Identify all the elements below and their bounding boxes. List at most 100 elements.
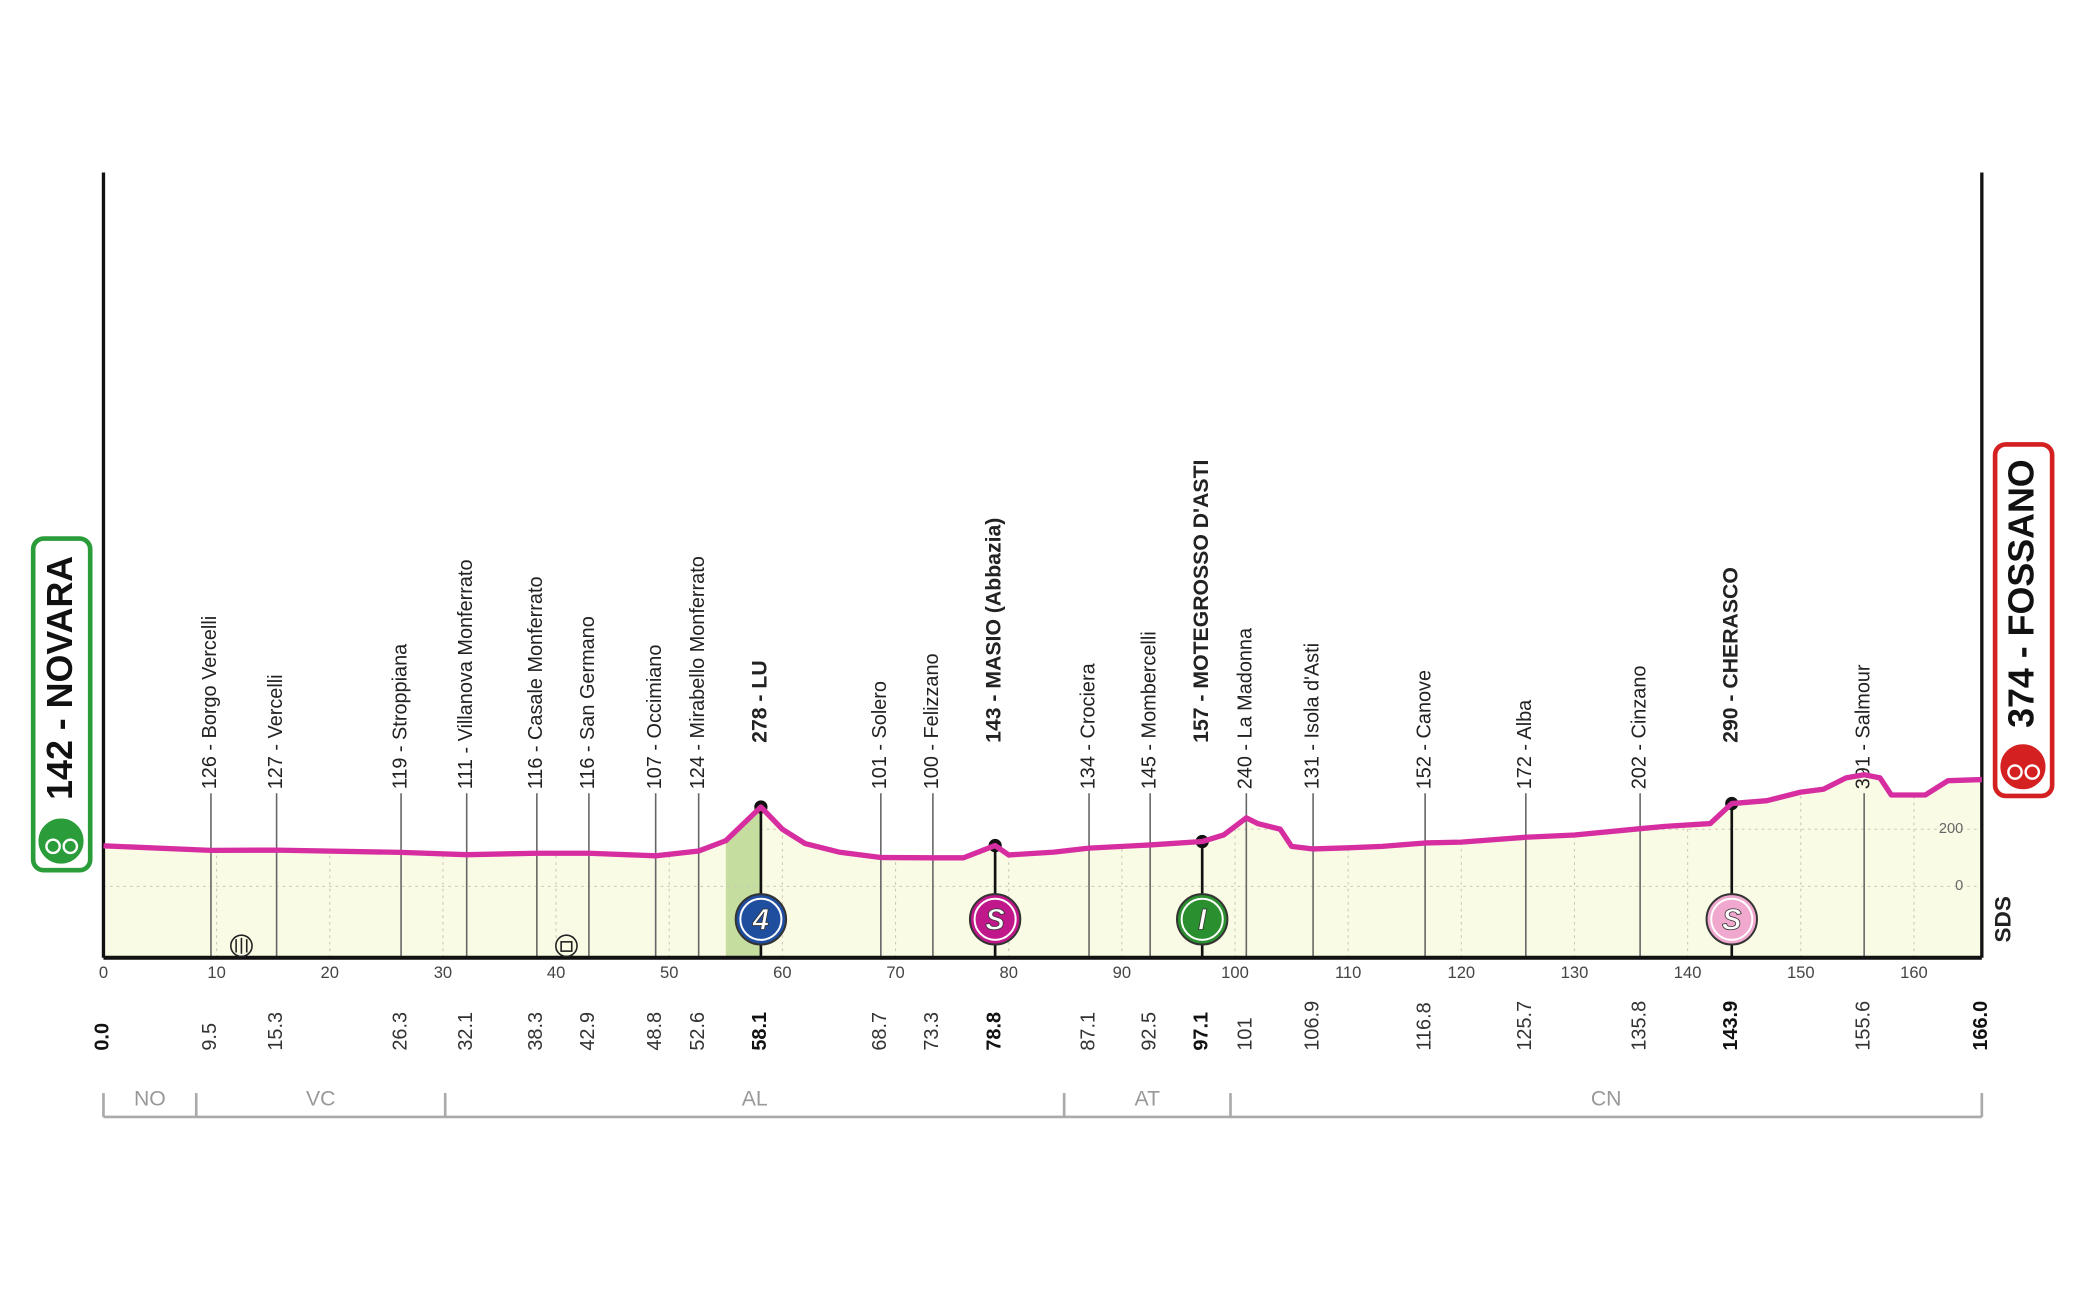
x-tick-label: 10 <box>207 963 225 982</box>
badge-icon-wheel <box>2024 764 2041 780</box>
area-fill <box>103 774 1982 958</box>
province-label: AL <box>742 1087 768 1110</box>
waypoint-label: 202 - Cinzano <box>1628 666 1650 790</box>
marker-ring <box>1180 897 1224 941</box>
x-tick-label: 150 <box>1787 963 1815 982</box>
marker-icon <box>734 893 788 946</box>
waypoint-label: 116 - San Germano <box>577 616 599 789</box>
waypoint-label: 127 - Vercelli <box>265 674 287 789</box>
x-tick-label: 120 <box>1447 963 1475 982</box>
km-label: 26.3 <box>389 1012 411 1051</box>
marker-label: S <box>985 905 1005 937</box>
x-tick-label: 20 <box>321 963 339 982</box>
waypoint-label: 143 - MASIO (Abbazia) <box>983 518 1006 743</box>
waypoint-label: 101 - Solero <box>869 681 891 789</box>
badge-icon-wheel <box>62 838 79 855</box>
x-tick-label: 40 <box>547 963 565 982</box>
province-label: VC <box>306 1087 335 1110</box>
badge <box>1992 442 2055 799</box>
x-tick-label: 70 <box>886 963 904 982</box>
waypoint-label: 172 - Alba <box>1514 699 1536 789</box>
marker-icon <box>1176 893 1229 946</box>
km-label: 101 <box>1235 1017 1257 1050</box>
km-label: 125.7 <box>1514 1001 1536 1051</box>
start-label: 142 - NOVARA <box>40 556 80 800</box>
km-label: 73.3 <box>921 1012 943 1051</box>
waypoint-label: 290 - CHERASCO <box>1719 567 1742 743</box>
profile-line <box>103 772 1982 861</box>
x-tick-label: 50 <box>660 963 678 982</box>
marker-icon <box>968 893 1022 946</box>
x-tick-label: 30 <box>434 963 452 982</box>
km-label: 52.6 <box>687 1012 709 1051</box>
x-tick-label: 100 <box>1221 963 1249 982</box>
waypoint-label: 116 - Casale Monferrato <box>525 576 547 789</box>
waypoint-label: 100 - Felizzano <box>921 653 943 789</box>
waypoint-label: 119 - Stroppiana <box>389 643 411 789</box>
km-label: 78.8 <box>983 1012 1005 1051</box>
province-label: CN <box>1591 1087 1622 1110</box>
x-tick-label: 130 <box>1561 963 1589 982</box>
waypoint-label: 145 - Mombercelli <box>1138 631 1160 789</box>
waypoint-label: 124 - Mirabello Monferrato <box>687 556 709 789</box>
km-label: 97.1 <box>1190 1012 1212 1051</box>
y-tick-label: 200 <box>1939 821 1963 837</box>
x-tick-label: 110 <box>1335 963 1361 982</box>
marker-ring <box>739 897 783 941</box>
km-label: 106.9 <box>1301 1001 1323 1051</box>
finish-label: 374 - FOSSANO <box>2002 459 2042 728</box>
km-label: 92.5 <box>1138 1012 1160 1051</box>
km-label: 166.0 <box>1970 1001 1992 1051</box>
badge <box>30 536 93 873</box>
waypoint-label: 134 - Crociera <box>1077 662 1099 789</box>
badge-icon <box>35 815 87 867</box>
km-label: 116.8 <box>1413 1002 1435 1050</box>
x-tick-label: 0 <box>99 963 108 982</box>
waypoint-label: 111 - Villanova Monferrato <box>455 559 477 789</box>
province-label: AT <box>1135 1087 1161 1110</box>
x-tick-label: 140 <box>1674 963 1702 982</box>
waypoint-label: 126 - Borgo Vercelli <box>199 616 221 789</box>
x-tick-label: 60 <box>773 963 791 982</box>
km-label: 42.9 <box>577 1012 599 1051</box>
marker-ring <box>973 897 1017 941</box>
badge-icon-wheel <box>45 838 61 855</box>
marker-label: I <box>1198 905 1207 937</box>
x-tick-label: 90 <box>1113 963 1131 982</box>
badge-icon <box>1997 741 2049 792</box>
marker-ring <box>1710 897 1754 941</box>
waypoint-label: 391 - Salmour <box>1852 664 1874 789</box>
km-label: 155.6 <box>1852 1001 1874 1051</box>
waypoint-label: 131 - Isola d'Asti <box>1301 643 1323 789</box>
km-label: 143.9 <box>1720 1001 1742 1051</box>
km-label: 68.7 <box>869 1012 891 1051</box>
y-tick-label: 0 <box>1955 878 1963 894</box>
km-label: 38.3 <box>525 1012 547 1051</box>
marker-label: S <box>1722 905 1742 937</box>
km-label: 9.5 <box>199 1023 221 1051</box>
waypoint-label: 278 - LU <box>749 660 772 743</box>
km-label: 15.3 <box>265 1012 287 1051</box>
km-label: 0.0 <box>92 1023 114 1051</box>
km-label: 58.1 <box>749 1012 771 1051</box>
waypoint-label: 240 - La Madonna <box>1235 627 1257 789</box>
waypoint-label: 107 - Occimiano <box>644 645 666 790</box>
x-tick-label: 160 <box>1900 963 1928 982</box>
marker-label: 4 <box>752 905 769 937</box>
province-label: NO <box>134 1087 166 1110</box>
km-label: 32.1 <box>455 1012 477 1051</box>
sponsor-label: SDS <box>1990 896 2015 942</box>
waypoint-label: 157 - MOTEGROSSO D'ASTI <box>1190 460 1213 743</box>
badge-icon-wheel <box>2007 764 2023 780</box>
km-label: 87.1 <box>1077 1012 1099 1051</box>
km-label: 48.8 <box>644 1012 666 1051</box>
km-label: 135.8 <box>1628 1001 1650 1051</box>
marker-icon <box>1705 893 1758 946</box>
icon <box>230 934 578 958</box>
area-layer <box>103 774 1982 958</box>
x-tick-label: 80 <box>999 963 1017 982</box>
waypoint-label: 152 - Canove <box>1413 670 1435 789</box>
